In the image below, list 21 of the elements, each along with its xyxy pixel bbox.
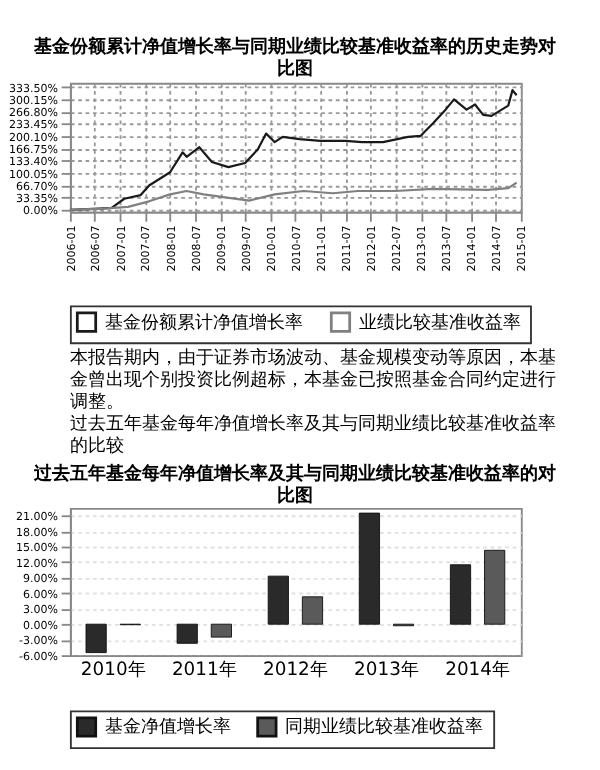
bar [85,623,107,654]
bar [449,564,472,625]
bar [358,512,380,625]
text: 过去五年基金每年净值增长率及其与同期业绩比较基准收益率的比较 [69,412,556,457]
legend-label: 基金净值增长率 [104,716,231,739]
chart-title: 基金份额累计净值增长率与同期业绩比较基准收益率的历史走势对比图 [32,36,557,81]
bar [210,623,232,638]
bar [301,596,324,625]
legend-label: 业绩比较基准收益率 [358,311,521,334]
text: 本报告期内，由于证券市场波动、基金规模变动等原因，本基金曾出现个别投资比例超标，本基金已按照基金合同约定进行调整。 [69,346,556,413]
x-tick-label: 2011年 [171,658,237,681]
x-tick-label: 2010年 [80,658,146,681]
bar [176,623,198,644]
x-tick-label: 2012年 [263,658,328,681]
legend-label: 同期业绩比较基准收益率 [285,716,484,739]
x-tick-label: 2014年 [445,658,510,681]
bar [484,549,506,625]
chart-title: 过去五年基金每年净值增长率及其与同期业绩比较基准收益率的对比图 [32,462,557,507]
bar [267,575,289,625]
x-tick-label: 2013年 [354,658,419,681]
legend-label: 基金份额累计净值增长率 [104,311,303,334]
